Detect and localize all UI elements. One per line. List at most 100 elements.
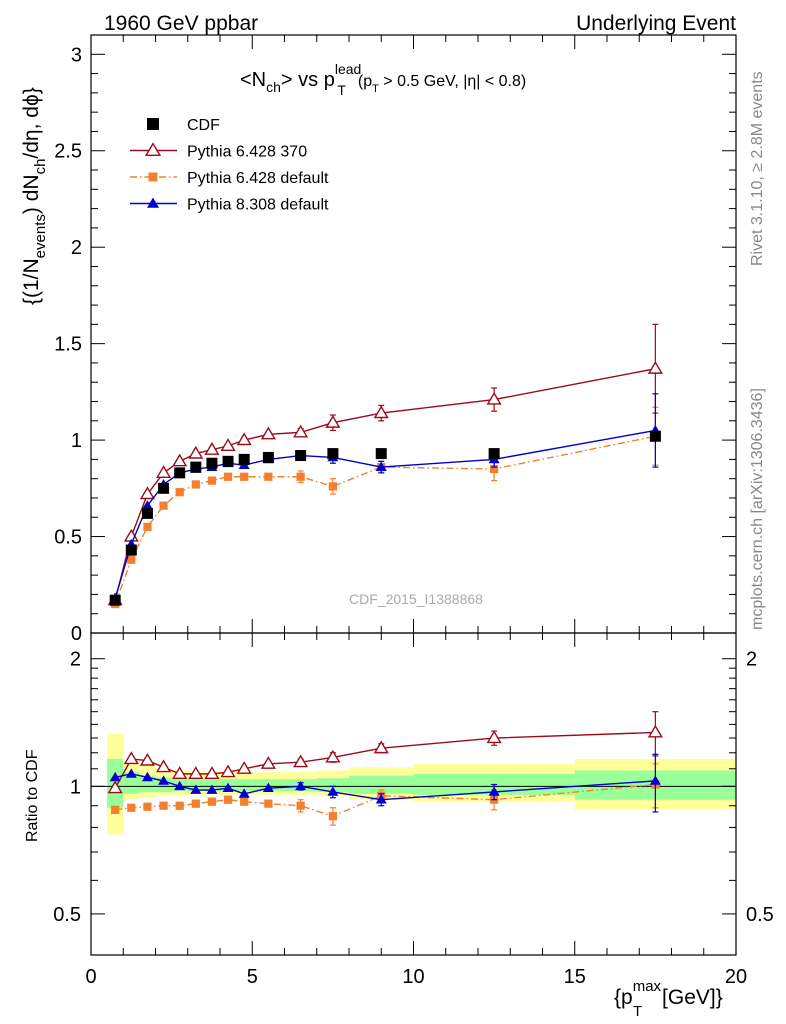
ratio-data-point xyxy=(125,768,137,778)
main-y-tick-label: 2 xyxy=(71,237,82,259)
main-data-point xyxy=(486,391,502,405)
ratio-data-point xyxy=(296,801,305,810)
main-data-point xyxy=(488,448,500,460)
ratio-data-point xyxy=(109,771,121,782)
header-left: 1960 GeV ppbar xyxy=(104,12,258,35)
ratio-y-tick-label: 0.5 xyxy=(53,904,81,926)
main-data-point xyxy=(143,522,152,532)
ratio-data-point xyxy=(188,766,204,779)
main-y-tick-label: 1 xyxy=(71,430,82,452)
ratio-data-point xyxy=(293,754,309,768)
ratio-data-point xyxy=(238,788,250,798)
main-data-point xyxy=(190,461,202,473)
main-data-point xyxy=(325,415,341,428)
main-data-point xyxy=(172,453,188,467)
main-series-3 xyxy=(109,393,661,603)
main-data-point xyxy=(175,488,184,497)
main-data-point xyxy=(647,361,663,374)
ratio-panel: 0.5 0.512 20 5 10 15 20 Ratio to CDF {pmax T [G… xyxy=(24,632,774,1020)
main-data-point xyxy=(293,424,309,438)
ratio-axis-ticks: 0.5 0.512 20 5 10 15 20 xyxy=(53,633,774,988)
main-data-point xyxy=(156,465,172,478)
ratio-data-point xyxy=(127,803,136,812)
ratio-data-point xyxy=(159,801,168,810)
main-data-point xyxy=(375,461,387,471)
legend-marker xyxy=(147,118,159,130)
ratio-data-point xyxy=(223,795,233,804)
main-data-point xyxy=(295,450,307,462)
ratio-data-point xyxy=(111,805,120,814)
main-data-point xyxy=(207,476,217,485)
ratio-series-0 xyxy=(107,711,663,794)
ratio-data-point xyxy=(260,756,276,769)
ratio-xlabel: {pmax T [GeV]} xyxy=(614,978,723,1020)
main-data-point xyxy=(125,544,137,556)
ratio-data-point xyxy=(488,786,500,796)
legend-marker xyxy=(144,142,162,157)
main-panel: 0 0.5 1 1.5 2 2.5 3 CDF_2015_I1388868 <Nch> vs… xyxy=(20,34,737,645)
ratio-data-point xyxy=(139,752,155,766)
ratio-y-tick-label-right: 2 xyxy=(746,649,757,671)
main-data-point xyxy=(296,472,305,481)
main-data-point xyxy=(158,482,170,494)
main-data-point xyxy=(490,464,499,474)
ratio-data-point xyxy=(143,802,152,811)
ratio-frame xyxy=(90,632,737,956)
main-y-tick-label: 0 xyxy=(71,623,82,645)
main-title: <Nch> vs plead T (pT > 0.5 GeV, |η| < 0.8) xyxy=(240,61,526,98)
ratio-data-point xyxy=(486,730,502,744)
ratio-data-point xyxy=(327,786,339,796)
ratio-data-point xyxy=(647,724,663,738)
main-data-point xyxy=(222,455,234,467)
ratio-data-point xyxy=(262,782,274,793)
main-data-point xyxy=(236,432,252,446)
ratio-data-point xyxy=(190,784,202,794)
main-data-point xyxy=(174,467,186,479)
main-data-point xyxy=(373,405,389,419)
ratio-data-point xyxy=(325,749,341,763)
ratio-data-point xyxy=(264,799,273,808)
ratio-data-point xyxy=(175,801,184,810)
main-data-point xyxy=(262,451,274,463)
main-data-point xyxy=(141,507,153,519)
ratio-data-point xyxy=(295,780,307,791)
legend-label: Pythia 6.428 370 xyxy=(187,144,307,161)
ratio-data-point xyxy=(220,764,236,778)
ratio-series-layer xyxy=(107,711,663,826)
main-data-point xyxy=(327,448,339,460)
ratio-ylabel: Ratio to CDF xyxy=(24,749,41,842)
legend-label: Pythia 6.428 default xyxy=(187,170,329,187)
main-axis-ticks: 0 0.5 1 1.5 2 2.5 3 xyxy=(54,35,737,645)
main-data-point xyxy=(328,482,337,491)
main-series-line xyxy=(114,435,656,605)
ratio-series-2 xyxy=(109,753,661,813)
main-data-point xyxy=(260,426,276,440)
main-data-point xyxy=(223,472,233,481)
main-data-point xyxy=(264,472,273,481)
main-data-point xyxy=(238,453,250,465)
ratio-data-point xyxy=(649,775,661,785)
legend-marker xyxy=(148,172,158,182)
main-data-point xyxy=(141,500,153,510)
ratio-band-green xyxy=(187,779,253,791)
main-series-2 xyxy=(111,406,660,609)
ratio-data-point xyxy=(328,812,337,821)
main-data-point xyxy=(220,438,236,451)
main-y-tick-label: 3 xyxy=(71,44,82,66)
rivet-label: Rivet 3.1.10, ≥ 2.8M events xyxy=(749,71,766,266)
main-y-tick-label: 0.5 xyxy=(54,527,82,549)
ratio-uncertainty-bands xyxy=(107,733,736,835)
header-right: Underlying Event xyxy=(576,12,736,35)
main-series-1 xyxy=(107,323,663,606)
x-tick-label: 5 xyxy=(247,966,258,988)
main-series-layer xyxy=(107,323,663,609)
main-data-point xyxy=(127,555,136,564)
ratio-y-tick-label: 1 xyxy=(70,776,81,798)
main-data-point xyxy=(375,448,387,460)
main-y-tick-label: 1.5 xyxy=(54,334,82,356)
ratio-data-point xyxy=(240,797,249,806)
x-tick-label: 0 xyxy=(85,966,96,988)
ratio-data-point xyxy=(191,799,200,808)
ratio-y-tick-label: 2 xyxy=(70,649,81,671)
ratio-data-point xyxy=(236,761,252,774)
